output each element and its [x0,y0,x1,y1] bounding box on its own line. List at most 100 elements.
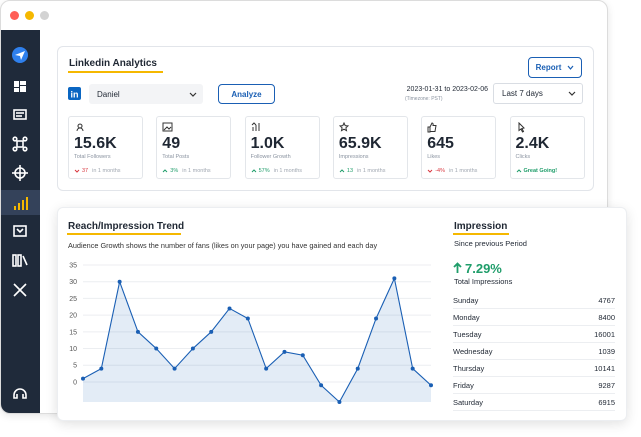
day: Sunday [453,295,479,305]
impressions: 10141 [594,363,615,373]
point [392,276,397,281]
window-minimize[interactable] [25,11,34,20]
title-underline [68,71,163,73]
day: Wednesday [453,346,493,356]
change-value: -4% [435,168,445,174]
change-value: 13 [346,168,354,174]
stat-icon [162,122,173,132]
stat-change: 3% in 1 months [162,168,211,174]
timezone: (Timezone: PST) [405,96,443,102]
table-row: Sunday 4767 [453,292,615,309]
point [429,383,433,388]
point [337,400,342,404]
chart-title: Reach/Impression Trend [68,221,185,232]
table-row: Thursday 10141 [453,360,615,377]
point [135,329,140,334]
y-tick-label: 5 [73,363,77,370]
change-period: in 1 months [448,168,478,174]
stat-value: 1.0K [250,135,285,152]
impressions: 16001 [594,329,615,339]
point [209,329,214,334]
icon-shape [162,122,173,132]
stat-label: Follower Growth [250,154,291,160]
card-title: Linkedin Analytics [69,58,157,69]
y-tick-label: 25 [69,296,77,303]
change-period: in 1 months [182,168,211,174]
impressions: 1039 [598,346,615,356]
y-tick-label: 30 [69,279,77,286]
stat-card: 49 Total Posts 3% in 1 months [156,116,232,179]
analyze-button[interactable]: Analyze [218,84,275,104]
change-value: Great Going! [523,168,558,174]
linkedin-icon: in [68,87,81,100]
account-name: Daniel [97,89,120,99]
table-row: Monday 8400 [453,309,615,326]
trend-chevron [427,169,433,173]
point [172,366,177,371]
stat-value: 49 [162,135,181,152]
chevron [189,92,197,97]
window-close[interactable] [10,11,19,20]
stat-label: Likes [427,154,441,160]
stat-label: Clicks [515,154,531,160]
point [410,366,415,371]
stat-change: 13 in 1 months [339,168,385,174]
stat-label: Total Followers [74,154,111,160]
report-button[interactable]: Report [528,57,582,78]
table-row: Saturday 6915 [453,394,615,411]
chevron-shape [516,169,521,173]
report-label: Report [535,63,562,72]
sidebar [1,30,40,413]
trend-card [57,207,627,421]
point [81,376,85,381]
impression-table: Sunday 4767 Monday 8400 Tuesday 16001 Wednesda… [453,292,615,411]
y-tick-label: 35 [69,263,77,270]
icon-shape [338,122,350,132]
point [264,366,269,371]
stat-value: 645 [427,135,454,152]
stat-card: 2.4K Clicks Great Going! [509,116,585,179]
line [82,276,432,403]
day: Friday [453,380,474,390]
impression-title: Impression [454,221,508,232]
period-select[interactable]: Last 7 days [493,83,583,104]
day: Thursday [453,363,485,373]
impression-change: 7.29% [465,261,502,276]
trend-chevron [74,169,80,173]
stat-change: -4% in 1 months [427,168,477,174]
date-range: 2023-01-31 to 2023-02-06 [406,86,488,93]
chevron-shape [74,169,80,173]
stat-card: 65.9K Impressions 13 in 1 months [332,116,408,179]
table-row: Tuesday 16001 [453,326,615,343]
window-maximize[interactable] [40,11,49,20]
point [282,349,287,354]
change-period: in 1 months [92,168,121,174]
up-arrow [453,262,462,273]
trend-chevron [251,169,256,173]
day: Tuesday [453,329,482,339]
analytics-card [57,46,594,191]
day: Monday [453,312,480,322]
stat-value: 15.6K [74,135,117,152]
chevron-shape [339,169,345,173]
stat-label: Impressions [338,154,369,160]
svg-text:in: in [71,90,79,100]
stat-card: 645 Likes -4% in 1 months [421,116,497,179]
title-underline [453,233,509,235]
account-select[interactable]: Daniel [89,84,203,104]
stat-change: 57% in 1 months [251,168,302,174]
y-tick-label: 15 [69,329,77,336]
icon-shape [76,123,84,132]
chevron-shape [251,169,256,173]
point [227,306,232,311]
point [355,366,360,371]
stat-value: 2.4K [515,135,550,152]
day: Saturday [453,397,484,407]
trend-chevron [162,169,168,173]
impressions: 4767 [598,295,615,305]
change-value: 3% [170,168,179,174]
point [154,346,159,351]
icon-shape [427,122,437,133]
